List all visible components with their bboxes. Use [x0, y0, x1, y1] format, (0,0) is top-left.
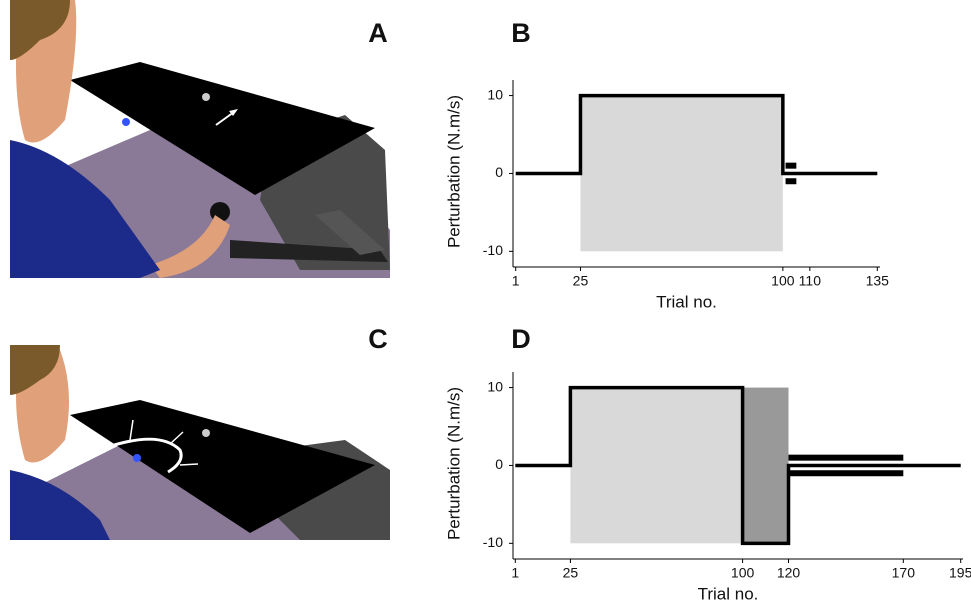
y-tick-label: -10 — [483, 242, 503, 258]
shaded-region — [742, 387, 789, 544]
illustration-c — [10, 345, 390, 540]
x-tick-label: 100 — [771, 273, 795, 289]
y-tick-label: -10 — [483, 534, 503, 550]
x-tick-label: 25 — [573, 273, 589, 289]
x-tick-label: 120 — [777, 565, 801, 581]
marker-bar — [788, 454, 904, 461]
x-axis-label: Trial no. — [656, 292, 717, 311]
panel-label: D — [511, 324, 531, 354]
illustration-a — [10, 0, 390, 278]
y-axis-label: Perturbation (N.m/s) — [444, 95, 463, 248]
panel-label: B — [511, 18, 531, 48]
x-tick-label: 1 — [511, 565, 519, 581]
y-tick-label: 0 — [495, 164, 503, 180]
y-axis-label: Perturbation (N.m/s) — [444, 387, 463, 540]
marker-bar — [785, 178, 797, 185]
x-tick-label: 25 — [563, 565, 579, 581]
data-line — [515, 93, 878, 176]
x-tick-label: 1 — [512, 273, 520, 289]
marker-bar — [785, 162, 797, 169]
shaded-region — [570, 387, 743, 544]
x-tick-label: 195 — [949, 565, 971, 581]
data-line — [515, 385, 961, 546]
x-tick-label: 170 — [892, 565, 916, 581]
x-tick-label: 135 — [866, 273, 890, 289]
panel-label: A — [368, 18, 388, 48]
x-tick-label: 100 — [731, 565, 755, 581]
panel-label: C — [368, 324, 388, 354]
x-axis-label: Trial no. — [698, 584, 759, 603]
x-tick-label: 110 — [799, 273, 822, 289]
y-tick-label: 10 — [487, 86, 503, 102]
y-tick-label: 10 — [487, 378, 503, 394]
marker-bar — [788, 470, 904, 477]
y-tick-label: 0 — [495, 456, 503, 472]
shaded-region — [580, 95, 783, 252]
